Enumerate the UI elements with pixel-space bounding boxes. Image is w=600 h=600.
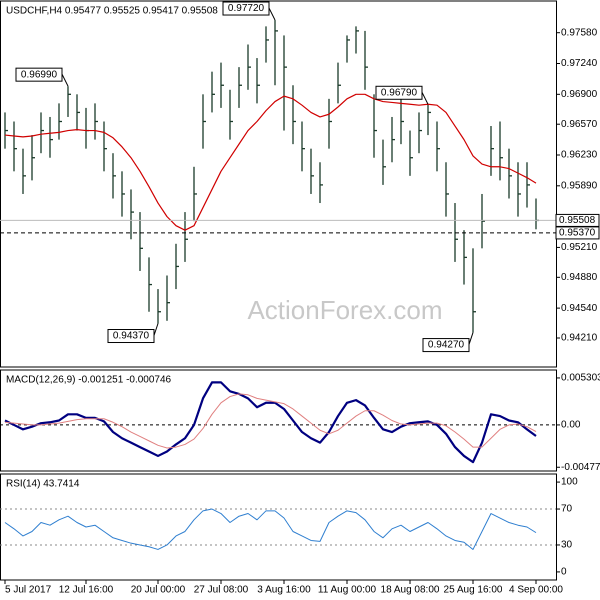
annotation-box (422, 338, 470, 353)
annotation-label: 0.94370 (113, 331, 150, 342)
annotation-leader (468, 332, 474, 345)
y-tick-label: 0.96570 (561, 119, 598, 130)
y-tick-label: 0.97240 (561, 58, 598, 69)
y-tick-label: 0.94540 (561, 303, 598, 314)
y-tick-label: 0.97580 (561, 27, 598, 38)
y-tick-label: 0.95890 (561, 180, 598, 191)
y-tick-label: 0 (561, 567, 567, 578)
annotation-leader (268, 7, 276, 21)
panel-title: MACD(12,26,9) -0.001251 -0.000746 (6, 375, 172, 386)
x-tick-label: 25 Aug 16:00 (444, 585, 503, 596)
y-tick-label: 0.005303 (561, 373, 600, 384)
y-tick-label: 0.00 (561, 420, 581, 431)
x-tick-label: 20 Jul 00:00 (131, 585, 186, 596)
annotation-leader (153, 323, 159, 336)
annotation-box (15, 67, 63, 82)
y-tick-label: 0.94880 (561, 272, 598, 283)
y-tick-label: 100 (561, 477, 578, 488)
last-price-tag (555, 213, 600, 227)
y-tick-label: 0.95210 (561, 242, 598, 253)
annotation-label: 0.97720 (228, 3, 265, 14)
annotation-label: 0.94270 (428, 340, 465, 351)
last-price-label: 0.95508 (559, 215, 596, 226)
annotation-label: 0.96790 (381, 87, 418, 98)
annotation-label: 0.96990 (21, 69, 58, 80)
x-tick-label: 27 Jul 08:00 (194, 585, 249, 596)
panel-title: USDCHF,H4 0.95477 0.95525 0.95417 0.9550… (6, 6, 218, 17)
level-label: 0.95370 (559, 228, 596, 239)
y-tick-label: -0.004777 (561, 462, 600, 473)
x-tick-label: 11 Aug 00:00 (318, 585, 377, 596)
annotation-leader (421, 92, 429, 105)
level-tag (555, 226, 600, 240)
annotation-box (222, 1, 270, 16)
x-tick-label: 4 Sep 00:00 (509, 585, 563, 596)
indicator-line (4, 381, 537, 464)
y-tick-label: 0.96230 (561, 150, 598, 161)
moving-average (4, 93, 537, 231)
y-tick-label: 0.96900 (561, 89, 598, 100)
annotation-box (375, 85, 423, 100)
watermark: ActionForex.com (247, 295, 442, 325)
panel-frame (0, 473, 557, 581)
annotation-leader (61, 73, 69, 87)
x-tick-label: 3 Aug 16:00 (257, 585, 311, 596)
annotation-box (107, 329, 155, 344)
y-tick-label: 30 (561, 540, 573, 551)
indicator-line (4, 393, 537, 449)
y-tick-label: 70 (561, 504, 573, 515)
x-tick-label: 18 Aug 08:00 (381, 585, 440, 596)
y-tick-label: 0.94210 (561, 333, 598, 344)
x-tick-label: 5 Jul 2017 (5, 585, 52, 596)
panel-title: RSI(14) 43.7414 (6, 479, 80, 490)
panel-frame (0, 369, 557, 472)
indicator-line (4, 508, 537, 550)
panel-frame (0, 0, 557, 368)
x-tick-label: 12 Jul 16:00 (59, 585, 114, 596)
